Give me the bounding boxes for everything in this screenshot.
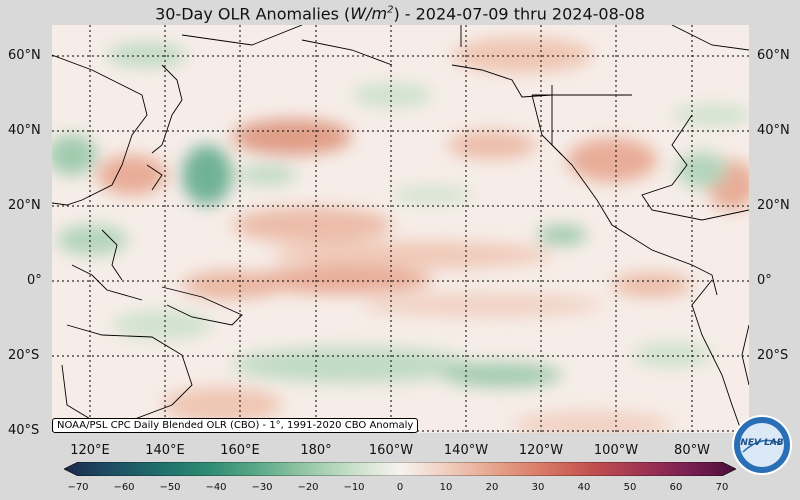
lon-label-80w: 80°W <box>674 443 710 458</box>
lat-label-20s-left: 20°S <box>8 348 40 363</box>
colorbar-tick-label: 50 <box>623 482 637 493</box>
colorbar-tick-label: −10 <box>343 482 365 493</box>
lon-label-120w: 120°W <box>518 443 564 458</box>
lat-label-20n-left: 20°N <box>8 198 41 213</box>
lat-label-eq-left: 0° <box>27 273 42 288</box>
lon-label-160e: 160°E <box>220 443 260 458</box>
colorbar-tick-label: 20 <box>485 482 499 493</box>
data-source-credit: NOAA/PSL CPC Daily Blended OLR (CBO) - 1… <box>52 418 419 433</box>
lat-label-40n-right: 40°N <box>757 123 790 138</box>
colorbar-tick-label: 70 <box>715 482 729 493</box>
colorbar-tick-label: −30 <box>251 482 273 493</box>
lat-label-20n-right: 20°N <box>757 198 790 213</box>
colorbar-tick-label: 40 <box>577 482 591 493</box>
colorbar-tick-label: −70 <box>67 482 89 493</box>
svg-text:NEV LAB: NEV LAB <box>740 438 783 448</box>
lat-label-eq-right: 0° <box>757 273 772 288</box>
colorbar-tick-label: 60 <box>669 482 683 493</box>
lon-label-100w: 100°W <box>593 443 639 458</box>
lat-label-40s-left: 40°S <box>8 423 40 438</box>
nevlab-logo: NEV LAB <box>732 415 792 475</box>
lon-label-160w: 160°W <box>368 443 414 458</box>
lat-label-40n-left: 40°N <box>8 123 41 138</box>
lon-label-140w: 140°W <box>443 443 489 458</box>
colorbar-tick-label: −50 <box>159 482 181 493</box>
anomaly-map <box>52 25 749 433</box>
lon-label-180: 180° <box>300 443 332 458</box>
lat-label-20s-right: 20°S <box>757 348 789 363</box>
colorbar-tick-label: 30 <box>531 482 545 493</box>
lon-label-120e: 120°E <box>70 443 110 458</box>
colorbar-tick-label: −60 <box>113 482 135 493</box>
colorbar <box>64 462 736 476</box>
colorbar-tick-label: 0 <box>396 482 404 493</box>
lat-label-60n-right: 60°N <box>757 48 790 63</box>
colorbar-tick-label: −20 <box>297 482 319 493</box>
colorbar-tick-label: 10 <box>439 482 453 493</box>
chart-title: 30-Day OLR Anomalies (W/m2) - 2024-07-09… <box>155 4 645 24</box>
lon-label-140e: 140°E <box>145 443 185 458</box>
colorbar-tick-label: −40 <box>205 482 227 493</box>
lat-label-60n-left: 60°N <box>8 48 41 63</box>
